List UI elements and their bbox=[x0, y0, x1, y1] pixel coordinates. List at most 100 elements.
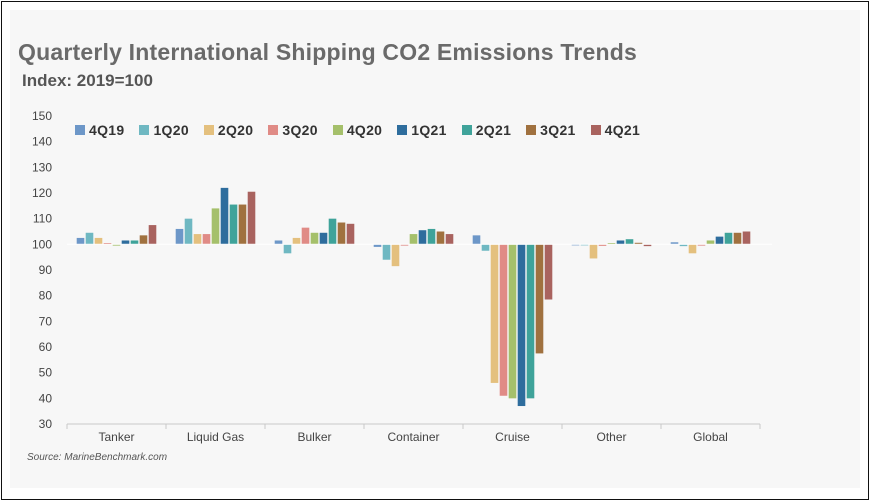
y-tick-label: 100 bbox=[32, 237, 52, 251]
bar bbox=[328, 218, 337, 245]
bar bbox=[193, 234, 202, 245]
bar bbox=[301, 227, 310, 245]
legend-swatch bbox=[268, 125, 279, 135]
y-tick-label: 150 bbox=[32, 109, 52, 123]
source-note: Source: MarineBenchmark.com bbox=[27, 452, 168, 463]
bar bbox=[148, 225, 157, 245]
bar bbox=[346, 223, 355, 245]
bar bbox=[706, 240, 715, 245]
legend-swatch bbox=[75, 125, 85, 135]
bar bbox=[616, 240, 625, 245]
legend-label: 1Q21 bbox=[411, 122, 447, 138]
y-tick-label: 130 bbox=[32, 160, 52, 174]
bar bbox=[94, 237, 103, 245]
x-tick-label: Liquid Gas bbox=[187, 430, 244, 444]
bar bbox=[409, 234, 418, 245]
bar bbox=[112, 244, 121, 246]
bar bbox=[481, 244, 490, 251]
chart-title: Quarterly International Shipping CO2 Emi… bbox=[18, 39, 637, 65]
legend-label: 4Q21 bbox=[604, 122, 641, 138]
legend-item: 1Q21 bbox=[397, 122, 446, 138]
bar bbox=[238, 204, 247, 245]
bar bbox=[490, 244, 499, 383]
bar bbox=[445, 234, 454, 245]
bar bbox=[499, 244, 508, 396]
bar bbox=[526, 244, 535, 399]
legend-item: 2Q20 bbox=[203, 122, 253, 138]
bar bbox=[274, 240, 283, 245]
y-tick-label: 40 bbox=[39, 391, 53, 405]
bar bbox=[76, 237, 85, 245]
bar bbox=[310, 232, 319, 245]
bar bbox=[535, 244, 544, 354]
bar bbox=[319, 232, 328, 245]
legend-swatch bbox=[526, 125, 537, 135]
y-tick-label: 80 bbox=[39, 289, 53, 303]
legend-item: 3Q20 bbox=[268, 122, 318, 138]
chart-card bbox=[10, 10, 860, 488]
bar bbox=[85, 232, 94, 245]
legend-item: 2Q21 bbox=[461, 122, 512, 138]
bar bbox=[130, 240, 139, 245]
bar bbox=[688, 244, 697, 254]
bar bbox=[220, 187, 229, 245]
legend-label: 3Q21 bbox=[540, 122, 576, 138]
bar bbox=[121, 240, 130, 245]
y-tick-label: 50 bbox=[39, 366, 53, 380]
x-tick-label: Global bbox=[693, 430, 728, 444]
bar bbox=[247, 191, 256, 245]
bar bbox=[724, 232, 733, 245]
x-tick-label: Other bbox=[596, 430, 626, 444]
chart-legend: 4Q19 1Q20 2Q20 3Q20 4Q20 1Q21 2Q21 3Q21 4Q21 bbox=[75, 117, 655, 143]
legend-label: 3Q20 bbox=[282, 122, 318, 138]
bar bbox=[670, 242, 679, 245]
bar bbox=[391, 244, 400, 267]
y-tick-label: 90 bbox=[39, 263, 53, 277]
legend-label: 4Q20 bbox=[346, 122, 383, 138]
legend-label: 1Q20 bbox=[153, 122, 189, 138]
bar bbox=[337, 222, 346, 245]
legend-swatch bbox=[397, 125, 408, 135]
bar bbox=[373, 244, 382, 247]
bar bbox=[607, 243, 616, 245]
bar bbox=[598, 244, 607, 246]
y-tick-label: 140 bbox=[32, 135, 52, 149]
bar bbox=[292, 237, 301, 245]
x-tick-label: Cruise bbox=[495, 430, 530, 444]
bar bbox=[418, 230, 427, 245]
bar bbox=[283, 244, 292, 254]
x-tick-label: Tanker bbox=[98, 430, 134, 444]
y-tick-label: 120 bbox=[32, 186, 52, 200]
legend-swatch bbox=[203, 125, 214, 135]
legend-item: 1Q20 bbox=[139, 122, 189, 138]
bar bbox=[427, 228, 436, 245]
bar bbox=[382, 244, 391, 260]
legend-item: 4Q20 bbox=[332, 122, 383, 138]
bar bbox=[508, 244, 517, 399]
bar bbox=[211, 208, 220, 245]
legend-item: 4Q21 bbox=[590, 122, 641, 138]
bar bbox=[589, 244, 598, 259]
bar bbox=[715, 236, 724, 245]
bar bbox=[436, 231, 445, 245]
x-tick-label: Bulker bbox=[297, 430, 331, 444]
x-tick-label: Container bbox=[387, 430, 439, 444]
bar bbox=[544, 244, 553, 300]
legend-label: 2Q21 bbox=[475, 122, 512, 138]
legend-item: 4Q19 bbox=[75, 122, 124, 138]
bar bbox=[733, 232, 742, 245]
chart-subtitle: Index: 2019=100 bbox=[22, 71, 153, 90]
bar bbox=[184, 218, 193, 245]
legend-item: 3Q21 bbox=[526, 122, 575, 138]
bar bbox=[517, 244, 526, 407]
bar bbox=[103, 243, 112, 245]
y-tick-label: 60 bbox=[39, 340, 53, 354]
y-tick-label: 70 bbox=[39, 314, 53, 328]
legend-swatch bbox=[139, 125, 150, 135]
legend-swatch bbox=[461, 125, 472, 135]
legend-swatch bbox=[332, 125, 343, 135]
bar bbox=[229, 204, 238, 245]
legend-label: 4Q19 bbox=[89, 122, 125, 138]
y-tick-label: 30 bbox=[39, 417, 53, 431]
